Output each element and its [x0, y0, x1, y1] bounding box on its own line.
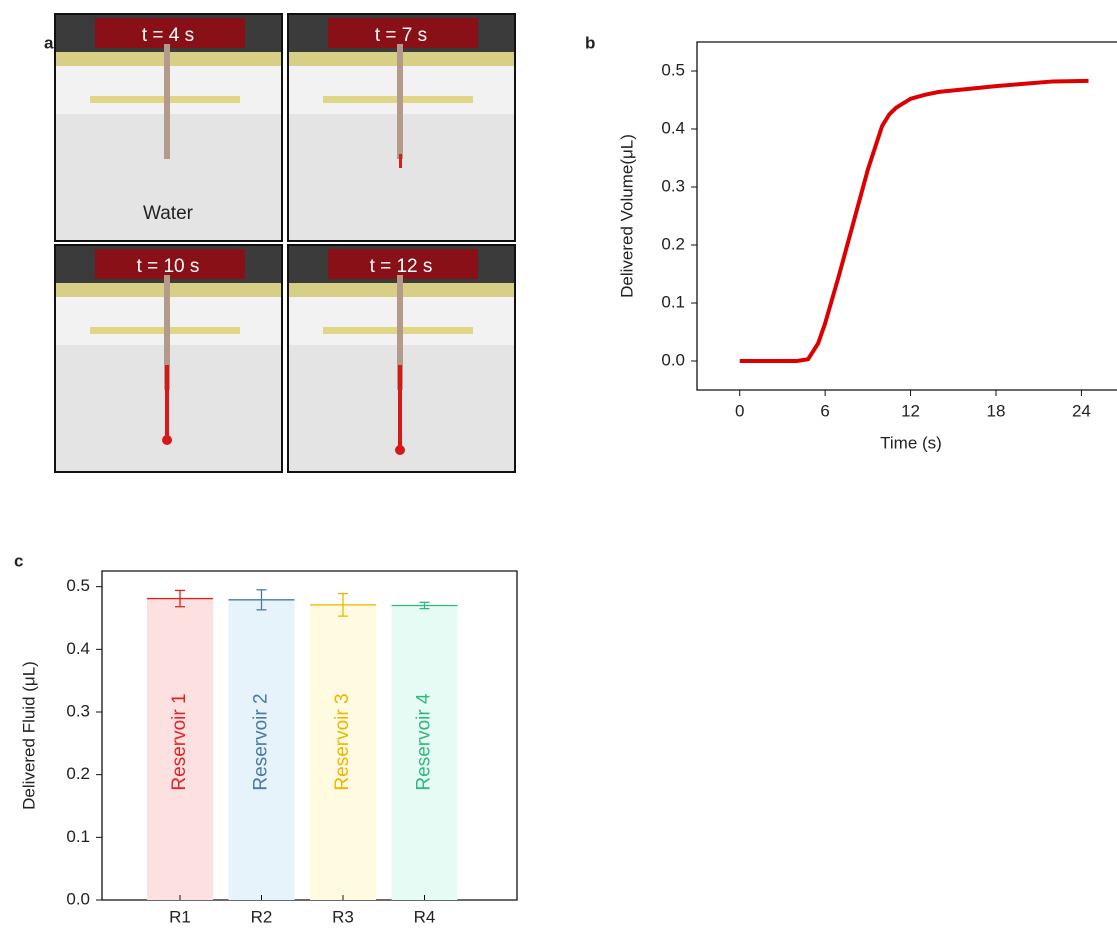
frame [287, 13, 516, 242]
needle [397, 44, 403, 159]
frame-time: t = 7 s [375, 25, 427, 46]
panel-label: b [585, 33, 595, 52]
photo [55, 14, 282, 241]
line [739, 78, 1089, 363]
frame-time: t = 10 s [137, 256, 200, 277]
x-axis-label: Time (s) [880, 433, 942, 452]
bar-label: Reservoir 2 [251, 693, 272, 790]
photo [288, 245, 515, 472]
needle [397, 275, 403, 390]
y-tick-label: 0.5 [66, 576, 90, 595]
drop [395, 445, 405, 455]
reservoir [95, 18, 245, 48]
y-tick-label: 0.3 [661, 176, 685, 195]
x-tick-label: 24 [1072, 401, 1091, 420]
axes-frame [696, 41, 1117, 391]
bar [228, 599, 295, 900]
needle [164, 275, 170, 390]
stream [398, 365, 402, 450]
frame [287, 244, 516, 473]
reservoir [95, 249, 245, 279]
x-tick-label: 6 [820, 401, 829, 420]
y-tick-label: 0.4 [66, 639, 90, 658]
frame-time: t = 12 s [370, 256, 433, 277]
y-tick-label: 0.1 [66, 827, 90, 846]
drop [399, 154, 402, 168]
x-tick-label: R4 [414, 907, 436, 926]
drop [162, 435, 172, 445]
y-tick-label: 0.1 [661, 292, 685, 311]
bar [310, 604, 376, 900]
bar-label: Reservoir 1 [169, 693, 190, 790]
frame [54, 13, 283, 242]
y-axis-label: Delivered Fluid (μL) [19, 661, 38, 810]
x-tick-label: R1 [169, 907, 191, 926]
x-tick-label: R3 [332, 907, 354, 926]
stream [165, 365, 169, 440]
frame [54, 244, 283, 473]
reservoir [328, 18, 478, 48]
bar-label: Reservoir 4 [414, 693, 435, 791]
bar [391, 605, 458, 900]
y-tick-label: 0.5 [661, 60, 685, 79]
panel-label: a [44, 33, 54, 52]
photo [288, 14, 515, 241]
x-tick-label: R2 [251, 907, 273, 926]
annotation: Water [143, 203, 194, 224]
y-tick-label: 0.3 [66, 701, 90, 720]
y-tick-label: 0.2 [661, 234, 685, 253]
y-axis-label: Delivered Volume(μL) [617, 134, 636, 298]
photo [55, 245, 282, 472]
frame-time: t = 4 s [142, 25, 194, 46]
y-tick-label: 0.0 [66, 889, 90, 908]
y-tick-label: 0.0 [661, 350, 685, 369]
y-tick-label: 0.2 [66, 764, 90, 783]
y-tick-label: 0.4 [661, 118, 685, 137]
reservoir [328, 249, 478, 279]
x-tick-label: 0 [735, 401, 744, 420]
panel-label: c [14, 551, 23, 570]
bar [147, 598, 213, 900]
needle [164, 44, 170, 159]
x-tick-label: 18 [987, 401, 1006, 420]
bar-label: Reservoir 3 [332, 693, 353, 790]
x-tick-label: 12 [901, 401, 920, 420]
